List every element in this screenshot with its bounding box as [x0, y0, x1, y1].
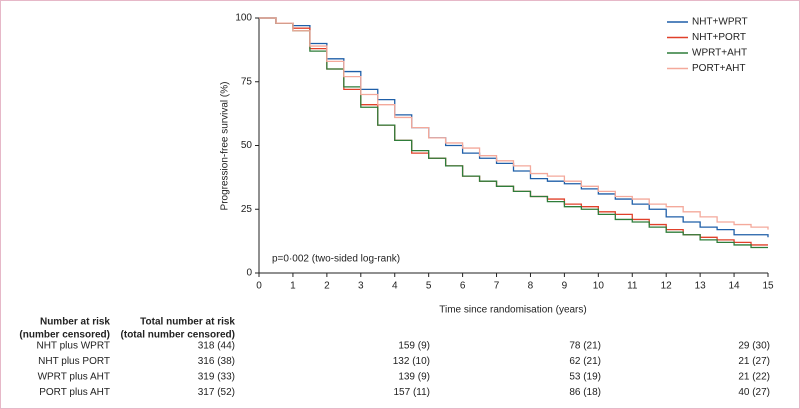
x-tick-label: 3 [358, 281, 364, 292]
risk-cell: 318 (44) [198, 341, 235, 352]
legend-label: NHT+PORT [692, 32, 746, 43]
risk-cell: 132 (10) [393, 356, 430, 367]
risk-cell: 317 (52) [198, 387, 235, 398]
legend-label: PORT+AHT [692, 63, 745, 74]
x-tick-label: 6 [460, 281, 466, 292]
survival-curve [259, 17, 768, 249]
x-tick-label: 5 [426, 281, 432, 292]
x-tick-label: 15 [762, 281, 774, 292]
risk-cell: 319 (33) [198, 372, 235, 383]
risk-header: Total number at risk [140, 317, 235, 328]
x-tick-label: 10 [593, 281, 605, 292]
risk-row-label: WPRT plus AHT [38, 372, 110, 383]
risk-cell: 78 (21) [569, 341, 601, 352]
x-tick-label: 13 [695, 281, 707, 292]
x-tick-label: 12 [661, 281, 673, 292]
risk-cell: 29 (30) [738, 341, 770, 352]
y-tick-label: 25 [241, 204, 253, 215]
risk-cell: 139 (9) [398, 372, 430, 383]
annotation: p=0·002 (two-sided log-rank) [272, 254, 400, 265]
y-tick-label: 0 [246, 268, 252, 279]
y-tick-label: 75 [241, 76, 253, 87]
x-tick-label: 9 [562, 281, 568, 292]
risk-header: Number at risk [40, 317, 110, 328]
risk-cell: 21 (27) [738, 356, 770, 367]
risk-cell: 40 (27) [738, 387, 770, 398]
x-tick-label: 11 [627, 281, 638, 292]
x-axis-label: Time since randomisation (years) [439, 305, 586, 316]
y-axis-label: Progression-free survival (%) [220, 82, 231, 211]
y-tick-label: 50 [241, 140, 253, 151]
x-tick-label: 0 [256, 281, 262, 292]
risk-cell: 316 (38) [198, 356, 235, 367]
risk-header: (number censored) [19, 330, 110, 341]
risk-row-label: NHT plus PORT [38, 356, 110, 367]
x-tick-label: 4 [392, 281, 398, 292]
risk-header: (total number censored) [121, 330, 235, 341]
y-tick-label: 100 [235, 13, 252, 24]
x-tick-label: 2 [324, 281, 330, 292]
risk-row-label: NHT plus WPRT [36, 341, 110, 352]
legend-label: WPRT+AHT [692, 48, 747, 59]
risk-cell: 53 (19) [569, 372, 601, 383]
x-tick-label: 14 [729, 281, 741, 292]
risk-cell: 159 (9) [398, 341, 430, 352]
x-tick-label: 7 [494, 281, 500, 292]
risk-row-label: PORT plus AHT [39, 387, 110, 398]
legend-label: NHT+WPRT [692, 17, 748, 28]
survival-curve [259, 17, 769, 230]
risk-cell: 157 (11) [393, 387, 430, 398]
risk-cell: 86 (18) [569, 387, 601, 398]
x-tick-label: 1 [290, 281, 296, 292]
x-tick-label: 8 [528, 281, 534, 292]
risk-cell: 21 (22) [738, 372, 770, 383]
risk-cell: 62 (21) [569, 356, 601, 367]
